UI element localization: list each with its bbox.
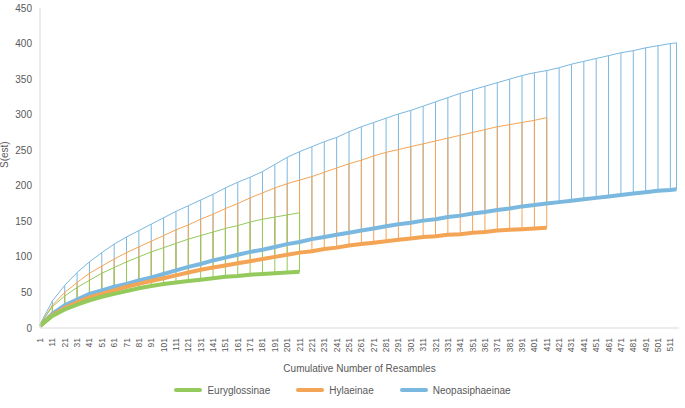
svg-text:411: 411: [542, 338, 552, 352]
svg-text:491: 491: [641, 338, 651, 352]
svg-text:281: 281: [381, 338, 391, 352]
svg-text:81: 81: [134, 338, 144, 348]
svg-text:391: 391: [517, 338, 527, 352]
html-text:Neopasiphaeinae: Neopasiphaeinae: [432, 384, 511, 396]
svg-text:1: 1: [35, 338, 45, 343]
svg-text:S(est): S(est): [8, 141, 10, 168]
svg-text:291: 291: [393, 338, 403, 352]
svg-text:431: 431: [566, 338, 576, 352]
svg-text:271: 271: [369, 338, 379, 352]
svg-text:300: 300: [15, 109, 32, 120]
svg-text:191: 191: [270, 338, 280, 352]
svg-text:21: 21: [60, 338, 70, 348]
svg-text:61: 61: [109, 338, 119, 348]
html-text:Euryglossinae: Euryglossinae: [207, 384, 271, 396]
svg-text:111: 111: [171, 338, 181, 351]
svg-text:150: 150: [15, 216, 32, 227]
svg-text:301: 301: [406, 338, 416, 352]
svg-text:250: 250: [15, 145, 32, 156]
svg-text:211: 211: [295, 338, 305, 352]
svg-text:501: 501: [653, 338, 663, 352]
svg-text:71: 71: [122, 338, 132, 348]
svg-text:91: 91: [146, 338, 156, 348]
svg-text:121: 121: [183, 338, 193, 352]
svg-text:141: 141: [208, 338, 218, 352]
svg-text:400: 400: [15, 38, 32, 49]
svg-text:0: 0: [26, 323, 32, 334]
svg-text:51: 51: [97, 338, 107, 348]
svg-text:Cumulative Number of Resamples: Cumulative Number of Resamples: [283, 363, 435, 372]
svg-text:31: 31: [72, 338, 82, 348]
svg-text:50: 50: [21, 287, 33, 298]
html-text:Hylaeinae: Hylaeinae: [329, 384, 374, 396]
svg-text:361: 361: [480, 338, 490, 352]
svg-text:151: 151: [220, 338, 230, 352]
svg-text:450: 450: [15, 3, 32, 14]
svg-text:381: 381: [505, 338, 515, 352]
svg-text:341: 341: [455, 338, 465, 352]
svg-text:321: 321: [431, 338, 441, 352]
svg-text:511: 511: [665, 338, 675, 352]
svg-text:371: 371: [492, 338, 502, 352]
svg-text:161: 161: [233, 338, 243, 352]
svg-text:200: 200: [15, 180, 32, 191]
svg-text:481: 481: [628, 338, 638, 352]
svg-text:251: 251: [344, 338, 354, 352]
svg-text:351: 351: [468, 338, 478, 352]
svg-text:421: 421: [554, 338, 564, 352]
svg-text:181: 181: [257, 338, 267, 352]
svg-text:231: 231: [319, 338, 329, 352]
svg-text:41: 41: [84, 338, 94, 348]
svg-text:101: 101: [159, 338, 169, 352]
svg-text:461: 461: [604, 338, 614, 352]
svg-text:350: 350: [15, 74, 32, 85]
svg-text:401: 401: [529, 338, 539, 352]
svg-text:241: 241: [332, 338, 342, 352]
svg-text:201: 201: [282, 338, 292, 352]
svg-text:171: 171: [245, 338, 255, 352]
svg-text:100: 100: [15, 251, 32, 262]
svg-text:331: 331: [443, 338, 453, 352]
svg-text:11: 11: [47, 338, 57, 347]
svg-text:261: 261: [356, 338, 366, 352]
svg-text:221: 221: [307, 338, 317, 352]
svg-text:471: 471: [616, 338, 626, 352]
svg-text:311: 311: [418, 338, 428, 352]
svg-text:451: 451: [591, 338, 601, 352]
svg-text:441: 441: [579, 338, 589, 352]
svg-text:131: 131: [196, 338, 206, 352]
